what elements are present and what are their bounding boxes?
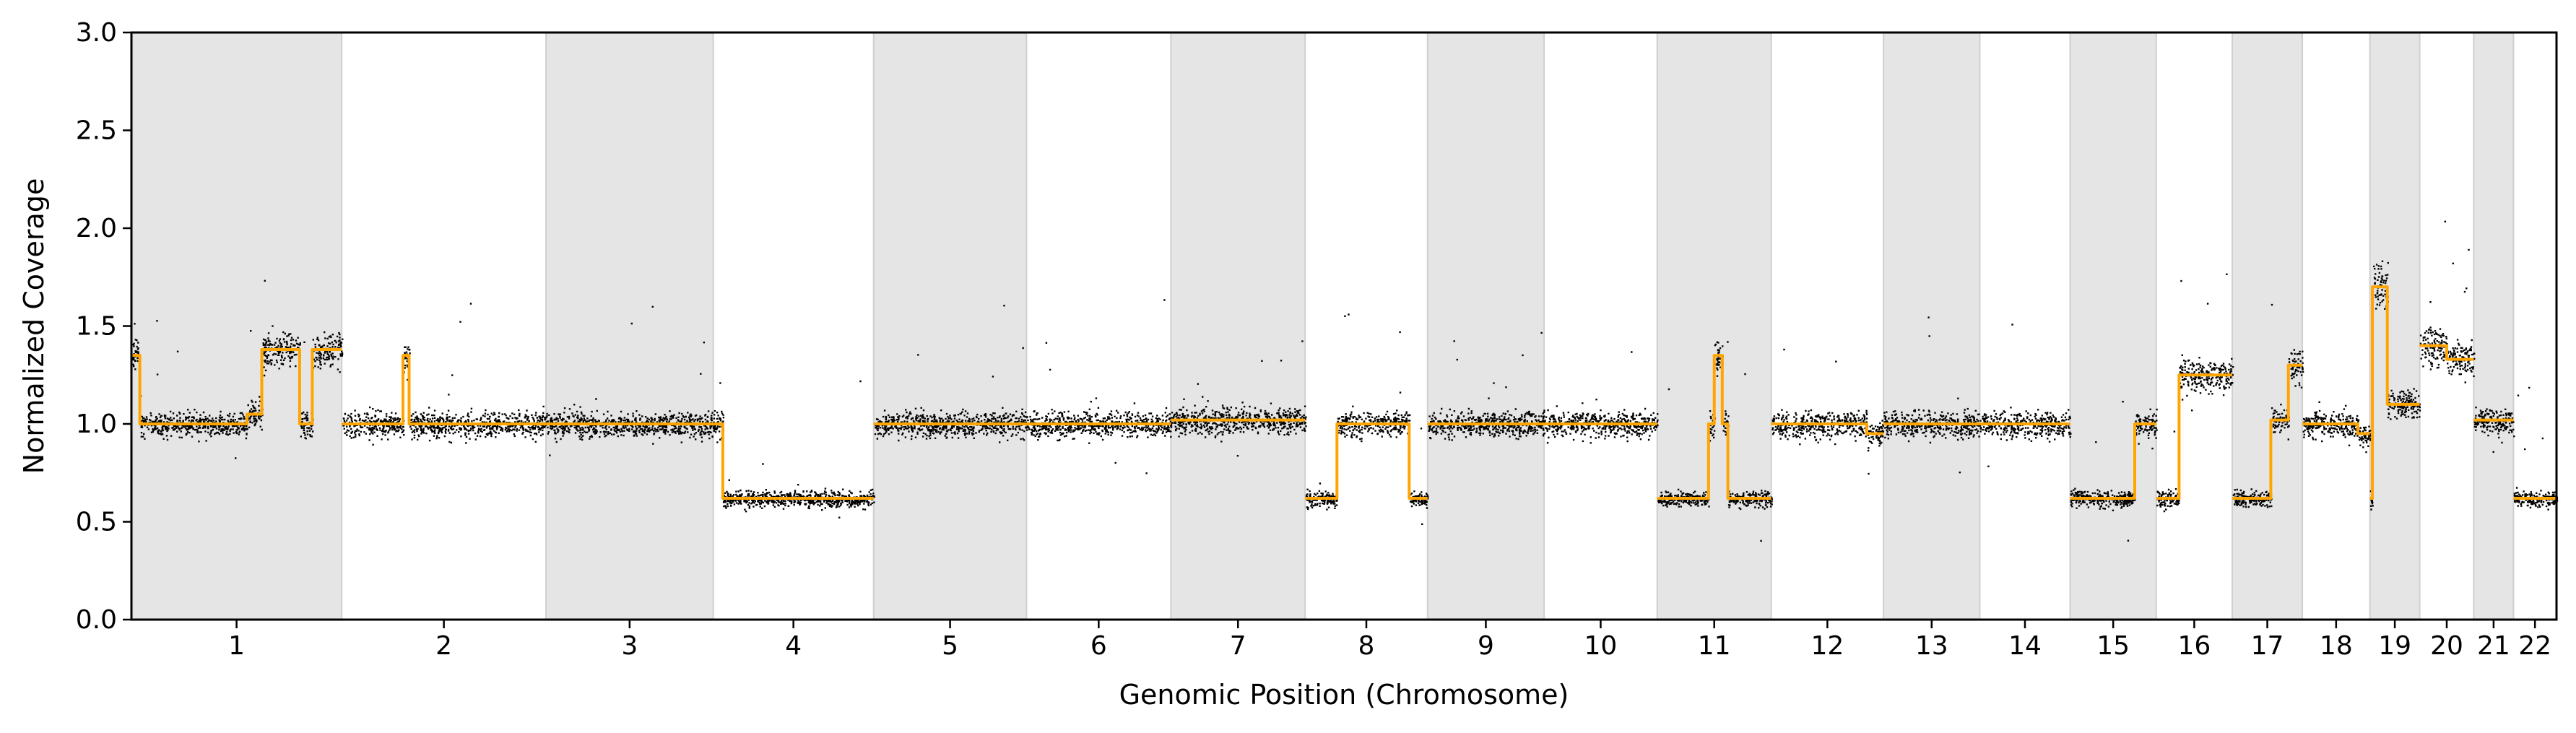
y-tick-label: 2.0	[76, 214, 117, 243]
x-tick-label: 7	[1230, 631, 1246, 661]
x-tick-label: 22	[2518, 631, 2551, 661]
y-tick-label: 0.0	[76, 605, 117, 635]
x-tick-label: 12	[1810, 631, 1844, 661]
chromosome-band-19	[2369, 32, 2421, 620]
y-tick-label: 3.0	[76, 18, 117, 48]
coverage-points-chr14	[1979, 324, 2072, 467]
segment-line-chr19	[2369, 285, 2420, 500]
coverage-points-chr9	[1428, 331, 1546, 441]
coverage-points-chr12	[1771, 348, 1885, 475]
x-tick-label: 4	[785, 631, 802, 661]
x-axis: 1 2 3 4 5 6 7 8 9 10 11 12 13 14 15 16 17 18 19 20 21 22	[228, 620, 2551, 661]
segment-line-chr12	[1771, 422, 1884, 435]
segment-lines	[131, 285, 2557, 500]
y-tick-label: 1.5	[76, 312, 117, 342]
x-tick-label: 3	[621, 631, 638, 661]
x-tick-label: 18	[2320, 631, 2353, 661]
x-tick-label: 16	[2177, 631, 2211, 661]
y-tick-label: 1.0	[76, 409, 117, 439]
y-axis: 0.0 0.5 1.0 1.5 2.0 2.5 3.0	[76, 18, 131, 635]
x-tick-label: 20	[2430, 631, 2463, 661]
x-tick-label: 17	[2251, 631, 2284, 661]
y-tick-label: 2.5	[76, 116, 117, 146]
coverage-points-chr21	[2473, 407, 2515, 453]
coverage-points-chr4	[713, 380, 875, 519]
y-axis-label: Normalized Coverage	[18, 178, 50, 474]
coverage-points-chr22	[2513, 386, 2559, 511]
chromosome-band-21	[2473, 32, 2515, 620]
plot-frame	[130, 31, 2558, 621]
coverage-points-chr2	[342, 303, 547, 446]
segment-line-chr2	[342, 354, 547, 425]
segment-line-chr1	[131, 348, 342, 425]
segment-line-chr15	[2070, 422, 2156, 500]
chromosome-band-7	[1170, 32, 1306, 620]
x-tick-label: 10	[1584, 631, 1618, 661]
x-tick-label: 19	[2378, 631, 2411, 661]
chromosome-band-11	[1656, 32, 1772, 620]
x-tick-label: 8	[1358, 631, 1375, 661]
x-tick-label: 1	[228, 631, 245, 661]
segment-line-chr8	[1305, 422, 1428, 500]
chromosome-band-9	[1426, 32, 1545, 620]
segment-line-chr4	[713, 422, 874, 500]
chromosome-bands	[131, 32, 2515, 620]
segment-line-chr18	[2302, 422, 2370, 435]
coverage-points-chr16	[2156, 273, 2234, 513]
chromosome-band-15	[2069, 32, 2157, 620]
x-tick-label: 2	[435, 631, 452, 661]
coverage-points-chr18	[2302, 401, 2372, 454]
coverage-points-chr10	[1544, 351, 1659, 444]
chromosome-band-13	[1883, 32, 1981, 620]
coverage-points-chr8	[1305, 313, 1429, 525]
coverage-points	[131, 220, 2559, 542]
x-tick-label: 21	[2477, 631, 2510, 661]
y-tick-label: 0.5	[76, 508, 117, 537]
x-tick-label: 5	[942, 631, 958, 661]
coverage-points-chr3	[546, 305, 715, 456]
coverage-points-chr5	[874, 305, 1028, 443]
segment-line-chr20	[2419, 344, 2474, 361]
x-tick-label: 14	[2008, 631, 2042, 661]
chromosome-band-1	[131, 32, 343, 620]
coverage-points-chr1	[131, 279, 344, 459]
segment-line-chr16	[2156, 373, 2232, 500]
x-tick-label: 15	[2096, 631, 2130, 661]
coverage-points-chr6	[1027, 299, 1173, 474]
segment-line-chr17	[2232, 363, 2303, 500]
x-tick-label: 9	[1478, 631, 1494, 661]
x-tick-label: 6	[1090, 631, 1107, 661]
chromosome-band-5	[872, 32, 1028, 620]
segment-line-chr11	[1657, 354, 1771, 500]
x-tick-label: 11	[1698, 631, 1731, 661]
x-axis-label: Genomic Position (Chromosome)	[1119, 679, 1569, 711]
coverage-points-chr7	[1171, 340, 1307, 457]
chromosome-band-17	[2232, 32, 2304, 620]
x-tick-label: 13	[1915, 631, 1948, 661]
chromosome-band-3	[545, 32, 714, 620]
